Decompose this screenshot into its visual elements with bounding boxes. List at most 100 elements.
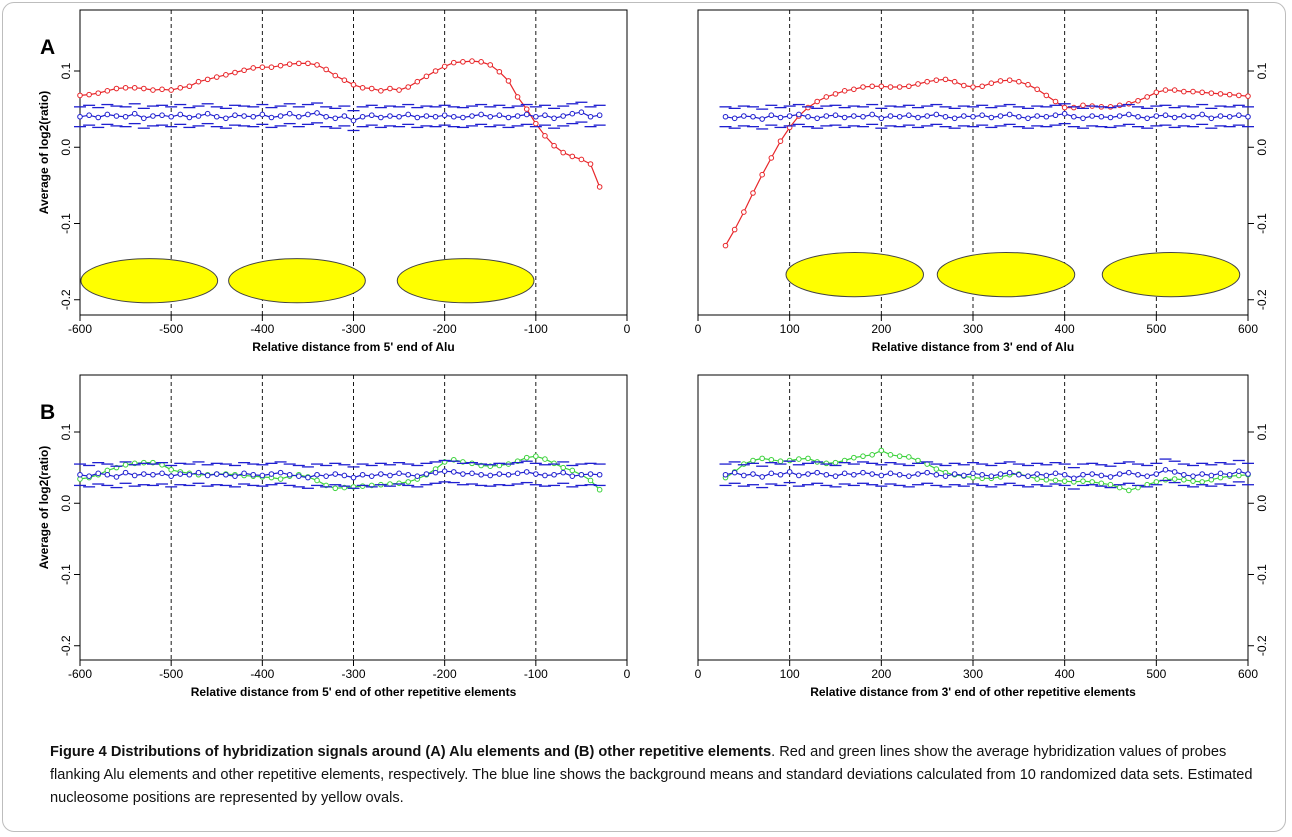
series-point-background xyxy=(432,469,439,476)
series-point-background xyxy=(1135,113,1141,120)
series-point-alu xyxy=(177,84,184,91)
series-point-background xyxy=(423,113,430,119)
series-point-background xyxy=(95,470,102,477)
series-point-background xyxy=(896,113,903,120)
series-point-other xyxy=(396,480,402,487)
series-point-alu xyxy=(141,85,147,92)
series-point-background xyxy=(1181,471,1187,478)
series-point-other xyxy=(1034,476,1040,482)
series-point-alu xyxy=(460,59,466,65)
series-point-background xyxy=(286,110,293,117)
series-point-background xyxy=(396,113,402,120)
figure-caption: Figure 4 Distributions of hybridization … xyxy=(50,741,1265,810)
series-point-background xyxy=(1034,471,1040,477)
series-point-background xyxy=(906,112,912,119)
series-point-background xyxy=(906,473,912,479)
series-point-other xyxy=(1171,476,1178,482)
x-tick-label: 100 xyxy=(780,667,800,681)
series-point-other xyxy=(551,460,557,467)
series-point-background xyxy=(469,113,475,119)
series-point-alu xyxy=(1236,92,1242,99)
series-point-other xyxy=(277,476,284,482)
series-point-alu xyxy=(1190,88,1196,95)
series-point-alu xyxy=(414,78,421,85)
x-tick-label: 0 xyxy=(695,322,702,336)
series-point-background xyxy=(368,473,375,479)
series-point-alu xyxy=(961,82,967,89)
series-point-alu xyxy=(997,78,1004,84)
series-point-background xyxy=(533,113,539,120)
series-point-alu xyxy=(805,104,811,111)
series-point-background xyxy=(741,113,747,119)
series-point-alu xyxy=(368,85,375,92)
series-point-alu xyxy=(296,60,302,67)
series-point-alu xyxy=(450,59,457,66)
series-point-background xyxy=(150,471,156,478)
series-point-alu xyxy=(1217,91,1224,97)
series-point-alu xyxy=(514,94,521,100)
series-point-other xyxy=(587,477,594,484)
x-tick-label: -500 xyxy=(159,667,183,681)
series-point-background xyxy=(350,474,357,481)
x-tick-label: 500 xyxy=(1146,667,1166,681)
series-point-alu xyxy=(1080,102,1086,109)
series-point-background xyxy=(1080,115,1086,122)
series-point-background xyxy=(241,470,247,477)
x-tick-label: 300 xyxy=(963,667,983,681)
series-point-background xyxy=(86,112,92,119)
series-point-background xyxy=(77,113,83,120)
series-point-background xyxy=(341,113,348,119)
series-point-background xyxy=(113,113,120,119)
series-point-alu xyxy=(77,92,83,99)
series-point-background xyxy=(1016,113,1022,120)
series-point-alu xyxy=(896,84,903,90)
series-line-background xyxy=(725,469,1249,479)
series-line-background xyxy=(79,111,600,122)
series-point-alu xyxy=(159,86,165,93)
caption-title: Figure 4 Distributions of hybridization … xyxy=(50,744,772,760)
series-point-background xyxy=(204,472,211,479)
series-point-background xyxy=(323,113,329,120)
series-point-background xyxy=(1181,113,1187,119)
series-point-background xyxy=(796,111,802,118)
x-tick-label: -300 xyxy=(341,322,365,336)
series-point-alu xyxy=(970,84,976,90)
series-point-background xyxy=(277,113,284,119)
series-point-alu xyxy=(878,83,885,90)
series-point-other xyxy=(768,456,775,463)
series-point-alu xyxy=(596,184,603,190)
series-point-other xyxy=(122,461,129,468)
series-point-background xyxy=(496,112,503,119)
series-point-background xyxy=(1245,113,1251,120)
series-point-background xyxy=(970,113,976,120)
series-point-background xyxy=(95,114,102,121)
series-point-background xyxy=(1153,113,1160,119)
series-point-background xyxy=(332,471,339,477)
series-point-background xyxy=(924,113,930,119)
series-point-background xyxy=(832,112,839,119)
series-point-alu xyxy=(1071,104,1077,111)
series-point-background xyxy=(177,111,184,118)
series-point-background xyxy=(1098,113,1105,120)
series-point-background xyxy=(141,471,147,477)
series-point-background xyxy=(523,469,530,475)
series-point-background xyxy=(587,113,594,120)
series-point-background xyxy=(241,113,247,119)
series-point-background xyxy=(722,113,729,120)
series-point-background xyxy=(750,113,756,120)
series-point-background xyxy=(177,471,184,477)
series-point-alu xyxy=(314,62,320,68)
series-point-background xyxy=(796,472,802,479)
series-line-background xyxy=(725,113,1249,120)
series-point-background xyxy=(997,113,1004,119)
series-point-background xyxy=(979,471,985,478)
series-point-other xyxy=(1107,481,1114,488)
x-tick-label: -200 xyxy=(433,322,457,336)
series-point-background xyxy=(988,114,995,121)
y-tick-label: 0.0 xyxy=(59,139,73,156)
series-point-alu xyxy=(578,156,585,163)
series-point-background xyxy=(168,473,174,479)
series-point-alu xyxy=(523,106,530,112)
series-point-other xyxy=(469,460,475,467)
series-point-background xyxy=(560,113,566,119)
